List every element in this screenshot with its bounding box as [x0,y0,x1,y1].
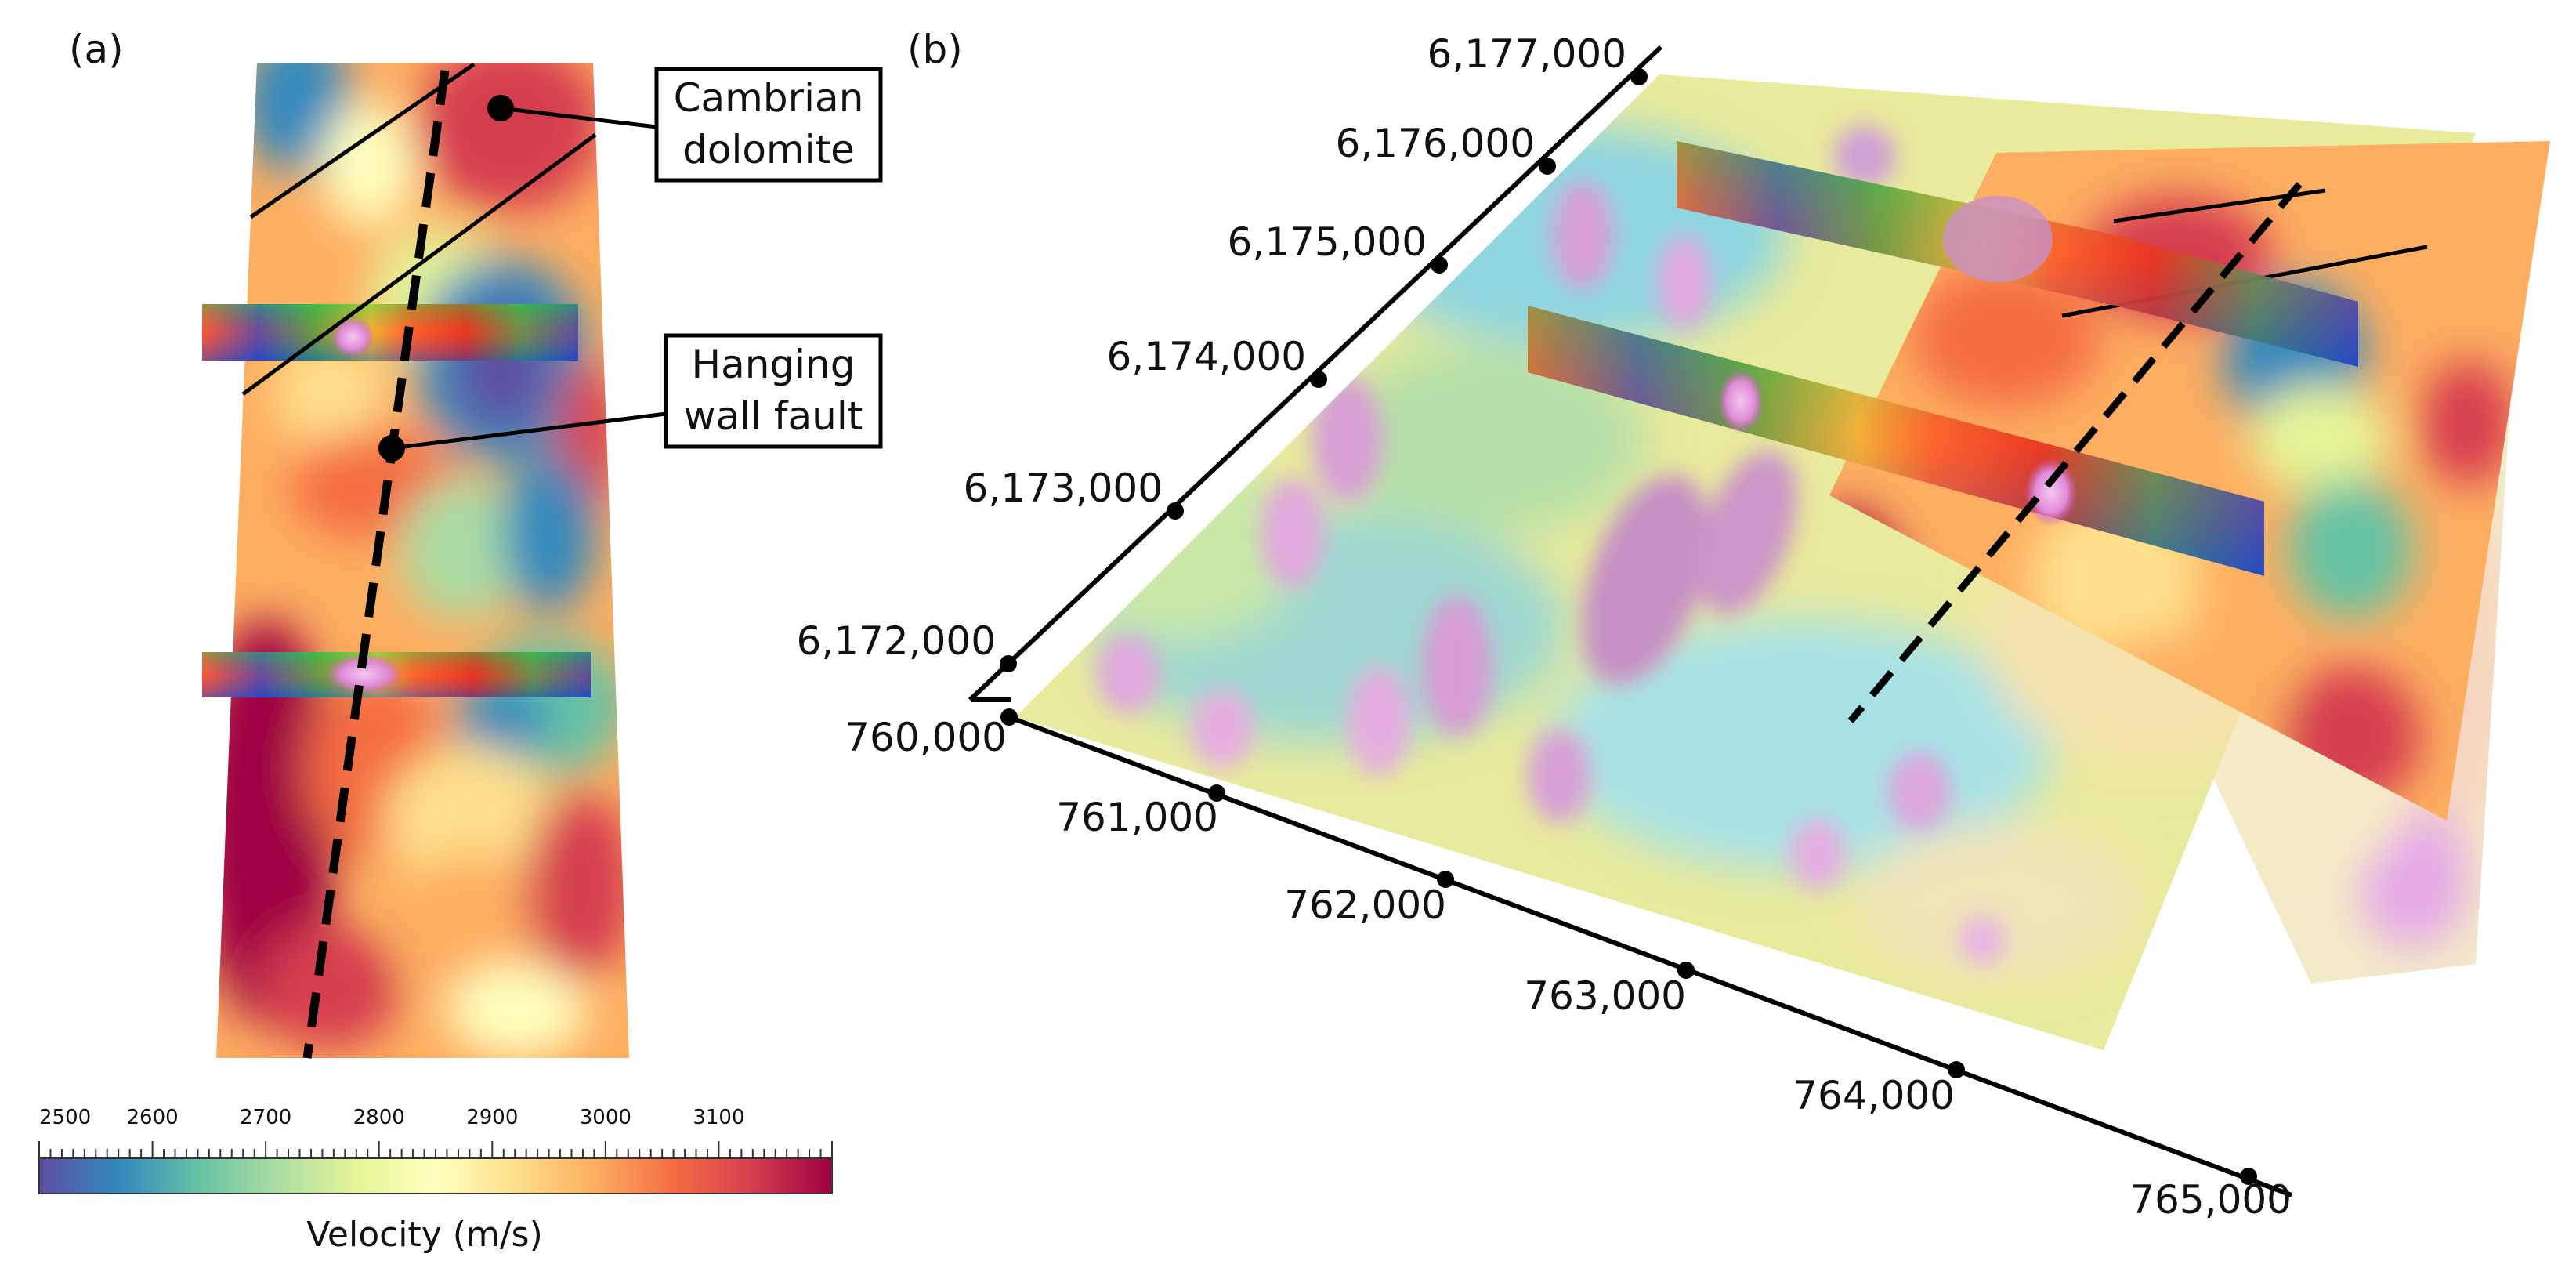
panel-b-label: (b) [907,27,963,72]
callout-hanging-wall-fault: Hanging wall fault [664,333,883,449]
northing-tick-label: 6,174,000 [1107,334,1306,379]
easting-tick-label: 763,000 [1524,973,1686,1019]
colorbar-title: Velocity (m/s) [306,1215,543,1255]
colorbar-tick-label: 2800 [353,1106,405,1129]
easting-tick-dot [1948,1061,1965,1078]
northing-tick-label: 6,175,000 [1228,219,1427,265]
easting-tick-dot [1437,871,1454,888]
easting-tick-label: 761,000 [1056,795,1218,840]
leader-fault [391,411,667,451]
northing-tick-label: 6,173,000 [964,466,1163,511]
northing-tick-dot [1630,68,1648,85]
dolomite-boundary-upper [249,62,476,219]
colorbar-tick-label: 2700 [240,1106,291,1129]
colorbar-tick-label: 3100 [693,1106,744,1129]
panel-a-velocity-slice [202,62,667,1059]
panel-b-vertical-slice-upper [1677,141,2358,367]
easting-tick-label: 764,000 [1793,1073,1955,1118]
colorbar-tick-label: 2500 [39,1106,91,1129]
colorbar-tick-labels: 2500 2600 2700 2800 2900 3000 3100 [39,1106,745,1129]
easting-tick-dot [1677,962,1695,979]
panel-a-label: (a) [69,27,124,72]
panel-b-vertical-slice-lower [1528,306,2264,576]
colorbar-tick-label: 3000 [580,1106,631,1129]
easting-tick-dot [1000,708,1018,726]
dolomite-boundary-lower [241,132,597,397]
northing-tick-dot [1310,371,1327,388]
northing-tick-dot [1000,655,1017,672]
easting-ticks: 760,000 761,000 762,000 763,000 764,000 765,0… [845,708,2292,1223]
fault-trace-b [1847,182,2303,723]
northing-tick-label: 6,176,000 [1336,121,1535,166]
easting-tick-label: 765,000 [2129,1177,2292,1223]
easting-tick-dot [2240,1168,2257,1185]
northing-tick-label: 6,172,000 [797,618,996,664]
svg-text:Cambrian: Cambrian [674,75,864,121]
easting-tick-label: 762,000 [1284,882,1446,928]
northing-tick-dot [1539,158,1556,175]
easting-tick-label: 760,000 [845,715,1007,760]
colorbar-tick-label: 2600 [126,1106,178,1129]
svg-text:dolomite: dolomite [682,127,855,172]
fault-trace-a [302,70,450,1059]
northing-tick-dot [1167,502,1184,520]
svg-text:wall fault: wall fault [684,393,863,439]
northing-tick-dot [1431,256,1448,274]
easting-tick-dot [1208,784,1225,802]
colorbar-tick-label: 2900 [466,1106,518,1129]
panel-a-strip-upper [202,304,578,361]
colorbar: 2500 2600 2700 2800 2900 3000 3100 Velocity (m… [38,1106,833,1255]
northing-tick-label: 6,177,000 [1427,31,1626,77]
svg-text:Hanging: Hanging [692,342,856,387]
northing-ticks: 6,177,000 6,176,000 6,175,000 6,174,000 6,17… [797,31,1648,672]
colorbar-gradient [38,1158,833,1194]
colorbar-ticks [38,1141,833,1158]
panel-a-strip-lower [202,652,591,697]
leader-dolomite [500,106,657,129]
callout-cambrian-dolomite: Cambrian dolomite [654,67,883,183]
